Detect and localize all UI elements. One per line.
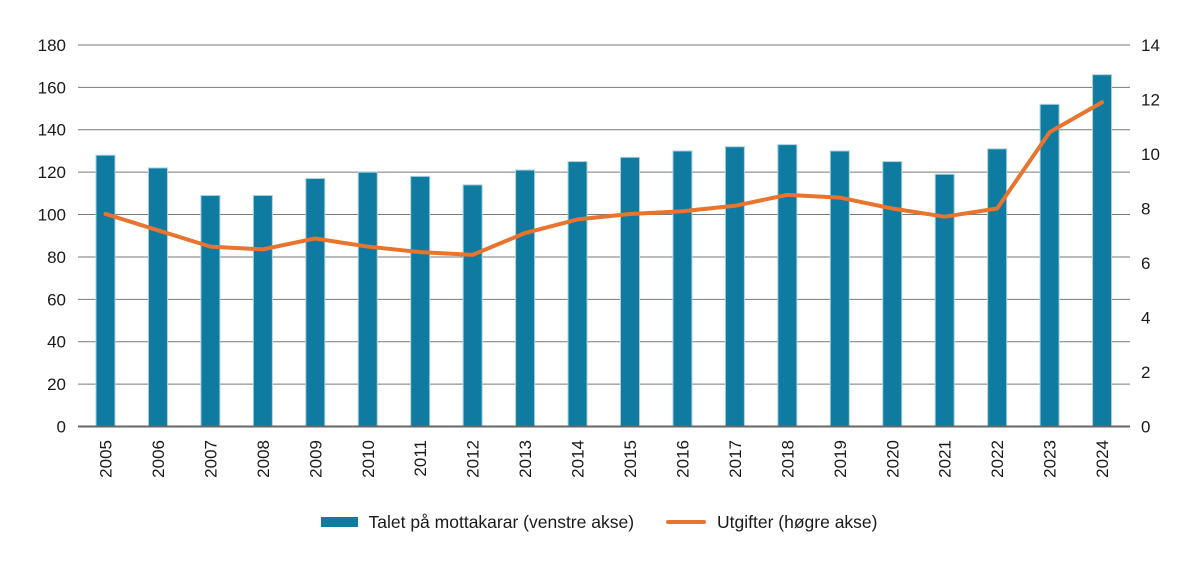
combo-chart-canvas: 0 20 40 60 80 100 120 140 160 180 0 2 4 6 8 10 12 14 2005 2… xyxy=(38,36,1160,478)
bar-2016 xyxy=(672,150,693,427)
line-utgifter xyxy=(103,100,1105,257)
left-axis-tick-80: 80 xyxy=(47,248,66,267)
bar-2013 xyxy=(515,169,536,428)
left-axis-tick-40: 40 xyxy=(47,333,66,352)
right-axis-tick-4: 4 xyxy=(1141,308,1150,327)
x-axis-label-2016: 2016 xyxy=(673,440,692,478)
x-axis-label-2012: 2012 xyxy=(464,440,483,478)
x-axis-label-2006: 2006 xyxy=(149,440,168,478)
bar-2014 xyxy=(567,161,588,427)
bar-2019 xyxy=(829,150,850,427)
left-axis-tick-100: 100 xyxy=(38,206,66,225)
x-axis-label-2022: 2022 xyxy=(988,440,1007,478)
bar-2005 xyxy=(95,154,116,427)
x-axis-label-2021: 2021 xyxy=(936,440,955,478)
bar-2007 xyxy=(200,194,221,427)
bar-2023 xyxy=(1039,103,1060,427)
bar-2020 xyxy=(882,161,903,427)
x-axis-label-2009: 2009 xyxy=(306,440,325,478)
bar-2024 xyxy=(1092,74,1113,428)
legend: Talet på mottakarar (venstre akse) Utgif… xyxy=(0,505,1198,539)
x-axis-label-2011: 2011 xyxy=(411,440,430,477)
right-axis-tick-10: 10 xyxy=(1141,145,1160,164)
x-axis-label-2015: 2015 xyxy=(621,440,640,478)
left-axis-tick-20: 20 xyxy=(47,375,66,394)
x-axis-label-2013: 2013 xyxy=(516,440,535,478)
right-axis-tick-6: 6 xyxy=(1141,254,1150,273)
bar-2015 xyxy=(620,156,640,427)
bar-2018 xyxy=(777,144,798,427)
x-axis-label-2018: 2018 xyxy=(778,440,797,478)
left-axis-tick-160: 160 xyxy=(38,78,66,97)
x-axis-label-2007: 2007 xyxy=(201,440,220,478)
legend-item-mottakarar: Talet på mottakarar (venstre akse) xyxy=(320,511,635,533)
x-axis-label-2008: 2008 xyxy=(254,440,273,478)
bar-2017 xyxy=(724,146,745,427)
bar-2011 xyxy=(410,175,431,427)
x-axis-label-2014: 2014 xyxy=(569,440,588,478)
right-axis-tick-14: 14 xyxy=(1141,36,1160,55)
bar-2006 xyxy=(147,167,168,428)
x-axis-label-2024: 2024 xyxy=(1093,440,1112,478)
left-axis-tick-60: 60 xyxy=(47,290,66,309)
bar-2022 xyxy=(987,148,1008,427)
left-axis-tick-120: 120 xyxy=(38,163,66,182)
bar-series-swatch xyxy=(320,517,358,527)
right-axis-tick-12: 12 xyxy=(1141,90,1160,109)
bar-2010 xyxy=(357,171,378,427)
line-series-swatch xyxy=(666,520,707,524)
left-axis-tick-180: 180 xyxy=(38,36,66,55)
bar-2012 xyxy=(462,184,483,427)
bar-2008 xyxy=(252,194,273,427)
x-axis-label-2020: 2020 xyxy=(883,440,902,478)
right-axis-tick-0: 0 xyxy=(1141,417,1150,436)
x-axis-label-2023: 2023 xyxy=(1041,440,1060,478)
line-series-label: Utgifter (høgre akse) xyxy=(717,511,878,532)
x-axis-label-2019: 2019 xyxy=(831,440,850,478)
x-axis-label-2010: 2010 xyxy=(359,440,378,478)
right-axis-tick-8: 8 xyxy=(1141,199,1150,218)
x-axis-label-2017: 2017 xyxy=(726,440,745,478)
bar-2021 xyxy=(934,173,955,427)
bar-2009 xyxy=(305,178,326,427)
legend-item-utgifter: Utgifter (høgre akse) xyxy=(666,511,878,533)
x-axis-label-2005: 2005 xyxy=(97,440,116,478)
bar-series-label: Talet på mottakarar (venstre akse) xyxy=(368,511,635,532)
right-axis-tick-2: 2 xyxy=(1141,363,1150,382)
left-axis-tick-140: 140 xyxy=(38,121,66,140)
left-axis-tick-0: 0 xyxy=(57,417,66,436)
